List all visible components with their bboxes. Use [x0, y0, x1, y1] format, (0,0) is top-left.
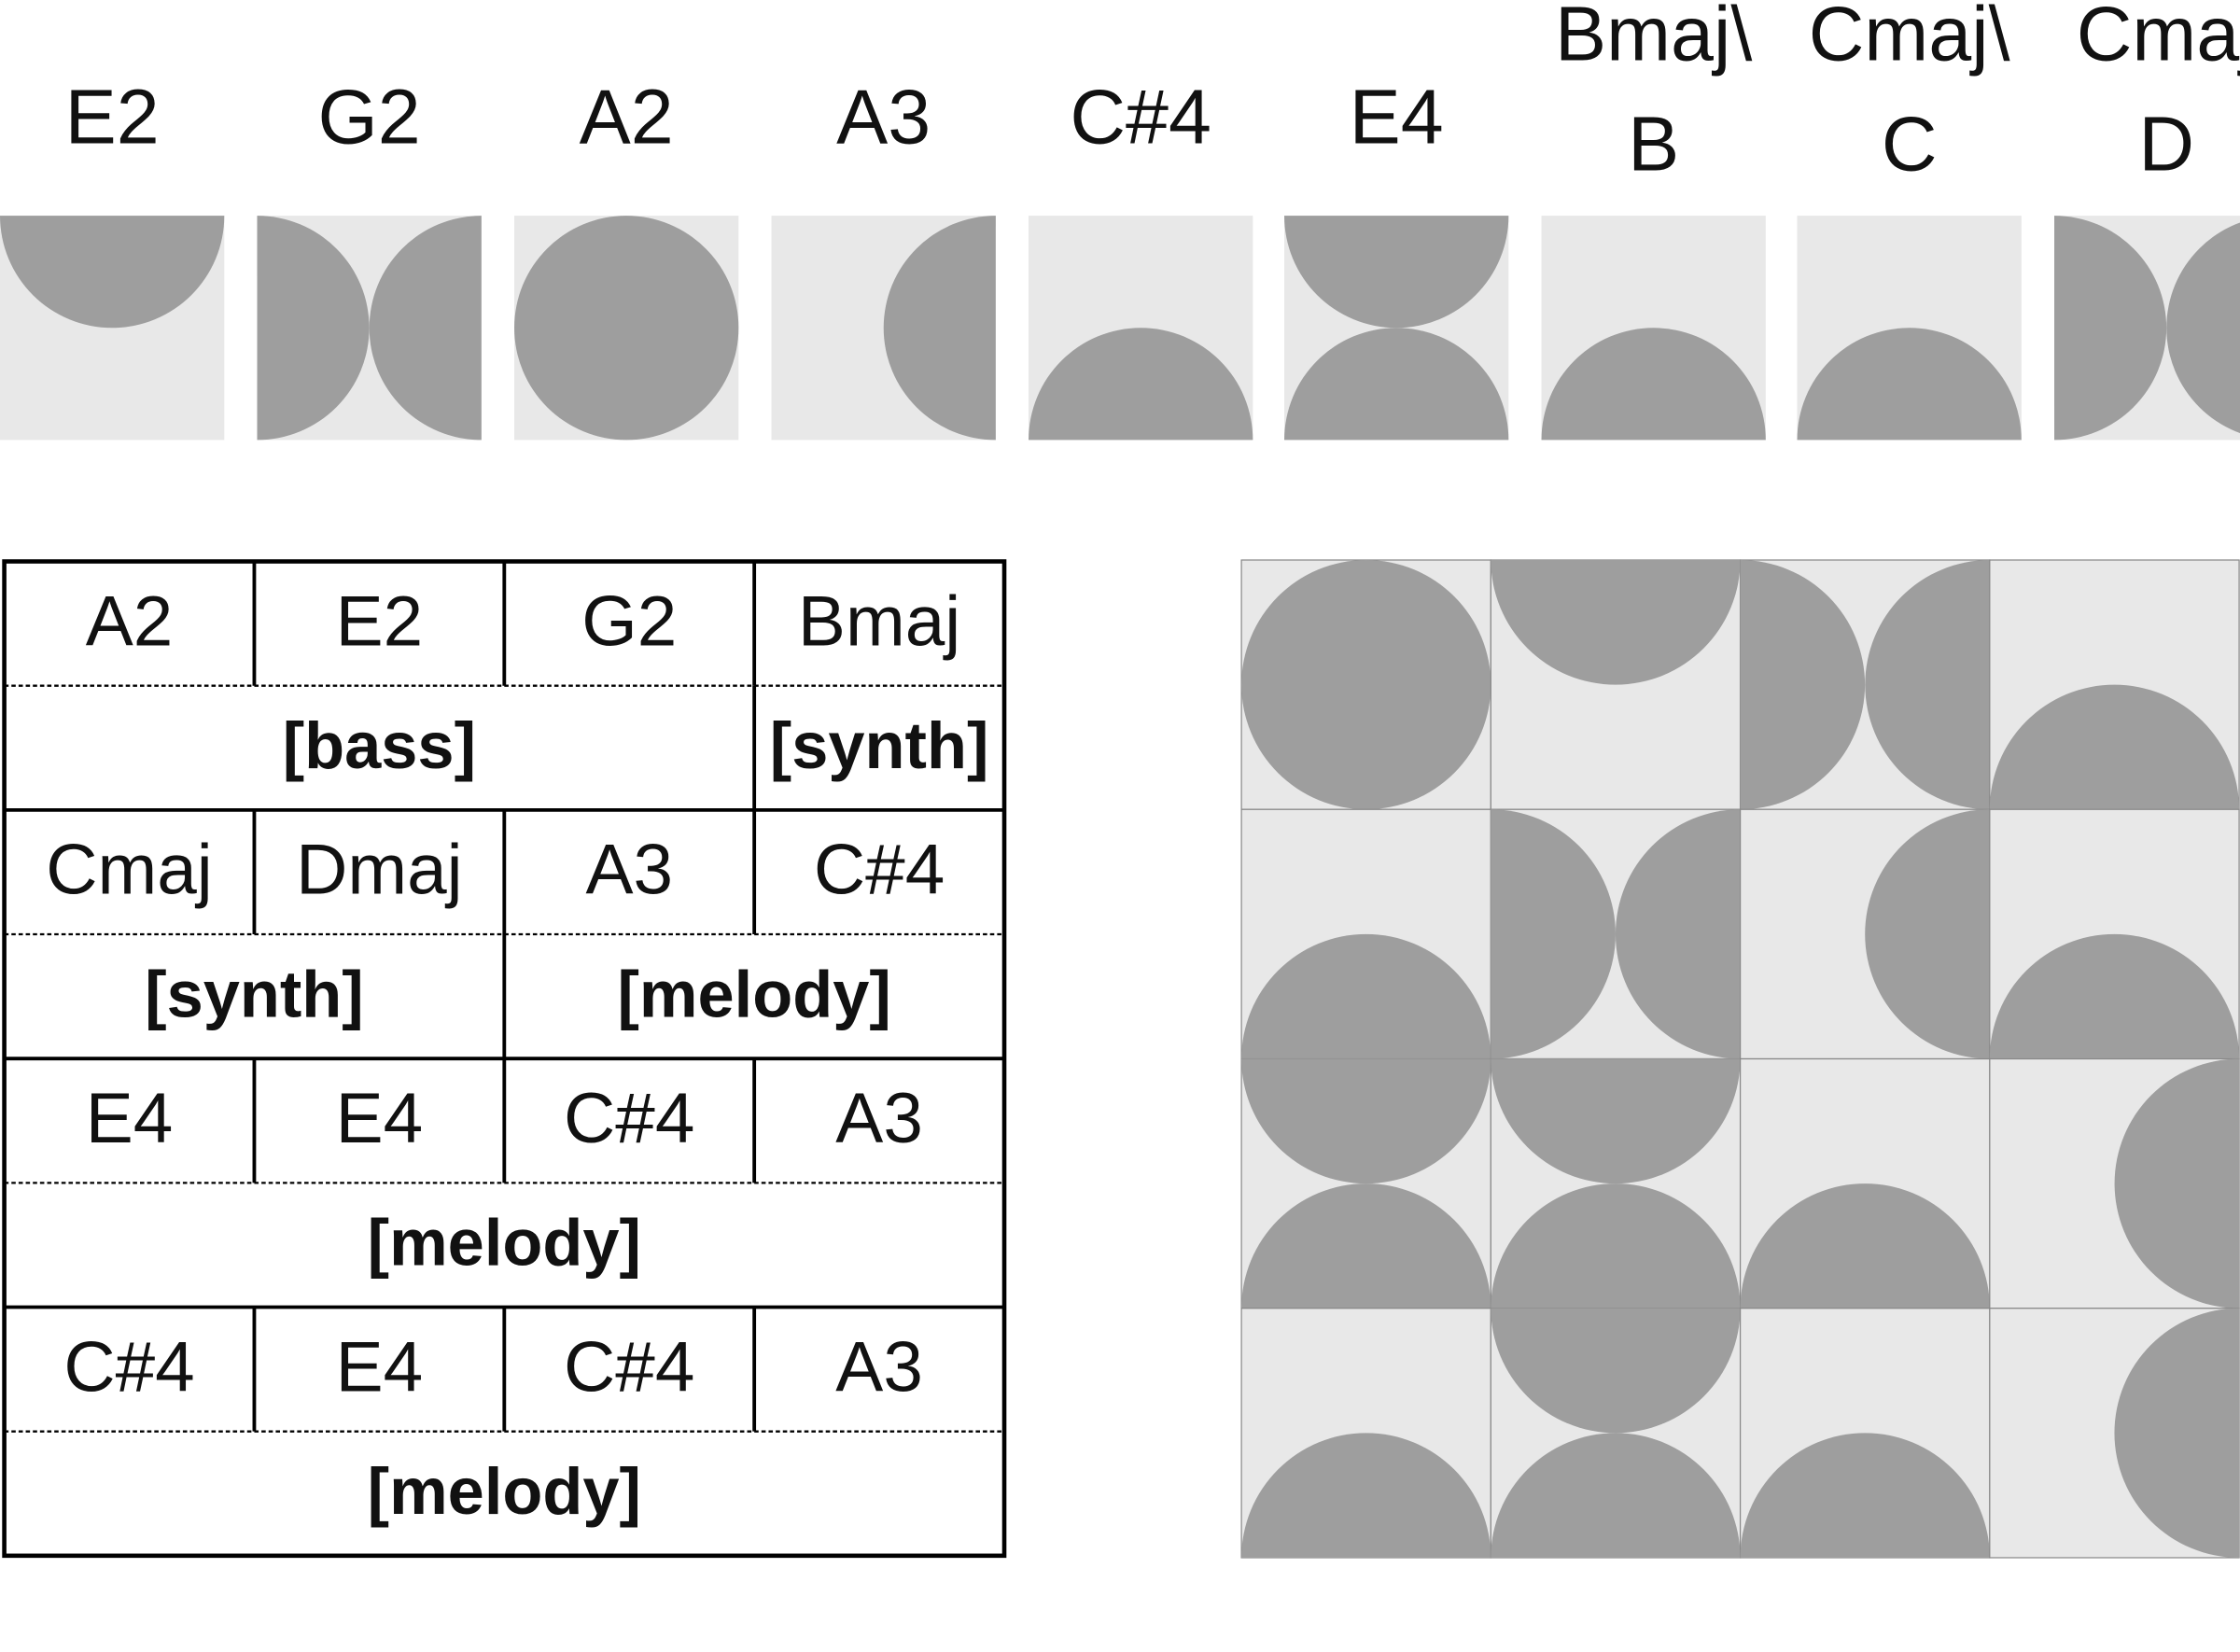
legend-label: C#4	[1070, 73, 1211, 160]
half-circle	[2054, 216, 2167, 441]
note-label: C#4	[564, 1079, 694, 1158]
legend-label: A3	[836, 73, 931, 160]
table-border	[2, 559, 1007, 1559]
half-circle	[1740, 1183, 1990, 1309]
note-label: G2	[581, 581, 677, 661]
part-label: [melody]	[617, 957, 890, 1030]
note-label: C#4	[564, 1327, 694, 1407]
legend-label: Bmaj\	[1555, 0, 1752, 77]
half-circle	[1284, 216, 1509, 329]
legend-label: Cmaj\	[1809, 0, 2010, 77]
part-label: [synth]	[770, 708, 989, 782]
note-label: C#4	[63, 1327, 194, 1407]
half-circle	[369, 216, 482, 441]
legend-label: A2	[580, 73, 674, 160]
note-label: A3	[835, 1327, 923, 1407]
note-label: Dmaj	[296, 831, 463, 910]
legend-label: E4	[1350, 73, 1444, 160]
legend-label: C	[1882, 101, 1938, 188]
legend-label: B	[1628, 101, 1679, 188]
half-circle	[2114, 1308, 2240, 1558]
half-circle	[1865, 809, 1990, 1059]
legend-label: D	[2138, 101, 2194, 188]
half-circle	[1541, 328, 1766, 441]
half-circle	[1491, 1308, 1741, 1434]
half-circle	[1989, 933, 2240, 1059]
half-circle	[1740, 560, 1866, 810]
part-label: [melody]	[368, 1206, 641, 1280]
note-label: A2	[86, 581, 174, 661]
part-label: [bass]	[283, 708, 476, 782]
half-circle	[1491, 809, 1616, 1059]
half-circle	[1241, 1058, 1491, 1184]
note-label: Cmaj	[46, 831, 213, 910]
half-circle	[1797, 328, 2022, 441]
half-circle	[1491, 1058, 1741, 1184]
note-label: C#4	[814, 831, 945, 910]
half-circle	[257, 216, 370, 441]
half-circle	[1491, 1433, 1741, 1558]
half-circle	[2166, 222, 2240, 434]
legend-label: G2	[318, 73, 421, 160]
note-label: E4	[86, 1079, 174, 1158]
half-circle	[1241, 1433, 1491, 1558]
half-circle	[1615, 809, 1741, 1059]
circle-shape	[1241, 560, 1491, 810]
half-circle	[1491, 560, 1741, 685]
note-label: A3	[585, 831, 673, 910]
half-circle	[1491, 1183, 1741, 1309]
half-circle	[1241, 1183, 1491, 1309]
legend-label: Cmaj	[2077, 0, 2240, 77]
note-label: E4	[336, 1079, 424, 1158]
part-label: [melody]	[368, 1454, 641, 1528]
half-circle	[883, 216, 996, 441]
half-circle	[1029, 328, 1253, 441]
circle-shape	[514, 216, 739, 441]
half-circle	[1740, 1433, 1990, 1558]
half-circle	[1989, 684, 2240, 810]
note-label: E4	[336, 1327, 424, 1407]
note-label: Bmaj	[798, 581, 960, 661]
note-label: E2	[336, 581, 424, 661]
part-label: [synth]	[145, 957, 364, 1030]
half-circle	[1284, 328, 1509, 441]
half-circle	[1241, 933, 1491, 1059]
half-circle	[2114, 1058, 2240, 1309]
half-circle	[1865, 560, 1990, 810]
legend-label: E2	[65, 73, 160, 160]
half-circle	[0, 216, 225, 329]
note-label: A3	[835, 1079, 923, 1158]
